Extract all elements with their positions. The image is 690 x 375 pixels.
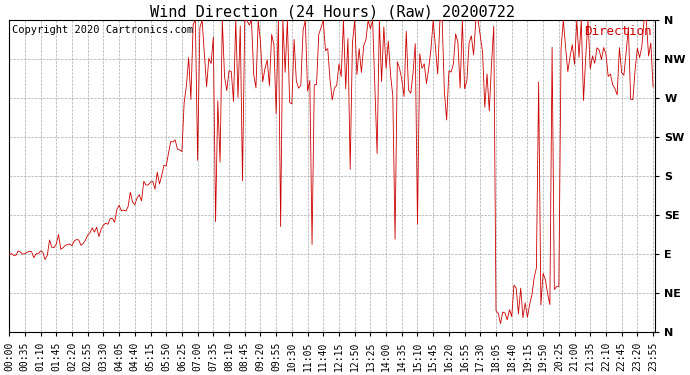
Text: Direction: Direction (584, 25, 652, 38)
Title: Wind Direction (24 Hours) (Raw) 20200722: Wind Direction (24 Hours) (Raw) 20200722 (150, 4, 515, 19)
Text: Copyright 2020 Cartronics.com: Copyright 2020 Cartronics.com (12, 25, 194, 35)
